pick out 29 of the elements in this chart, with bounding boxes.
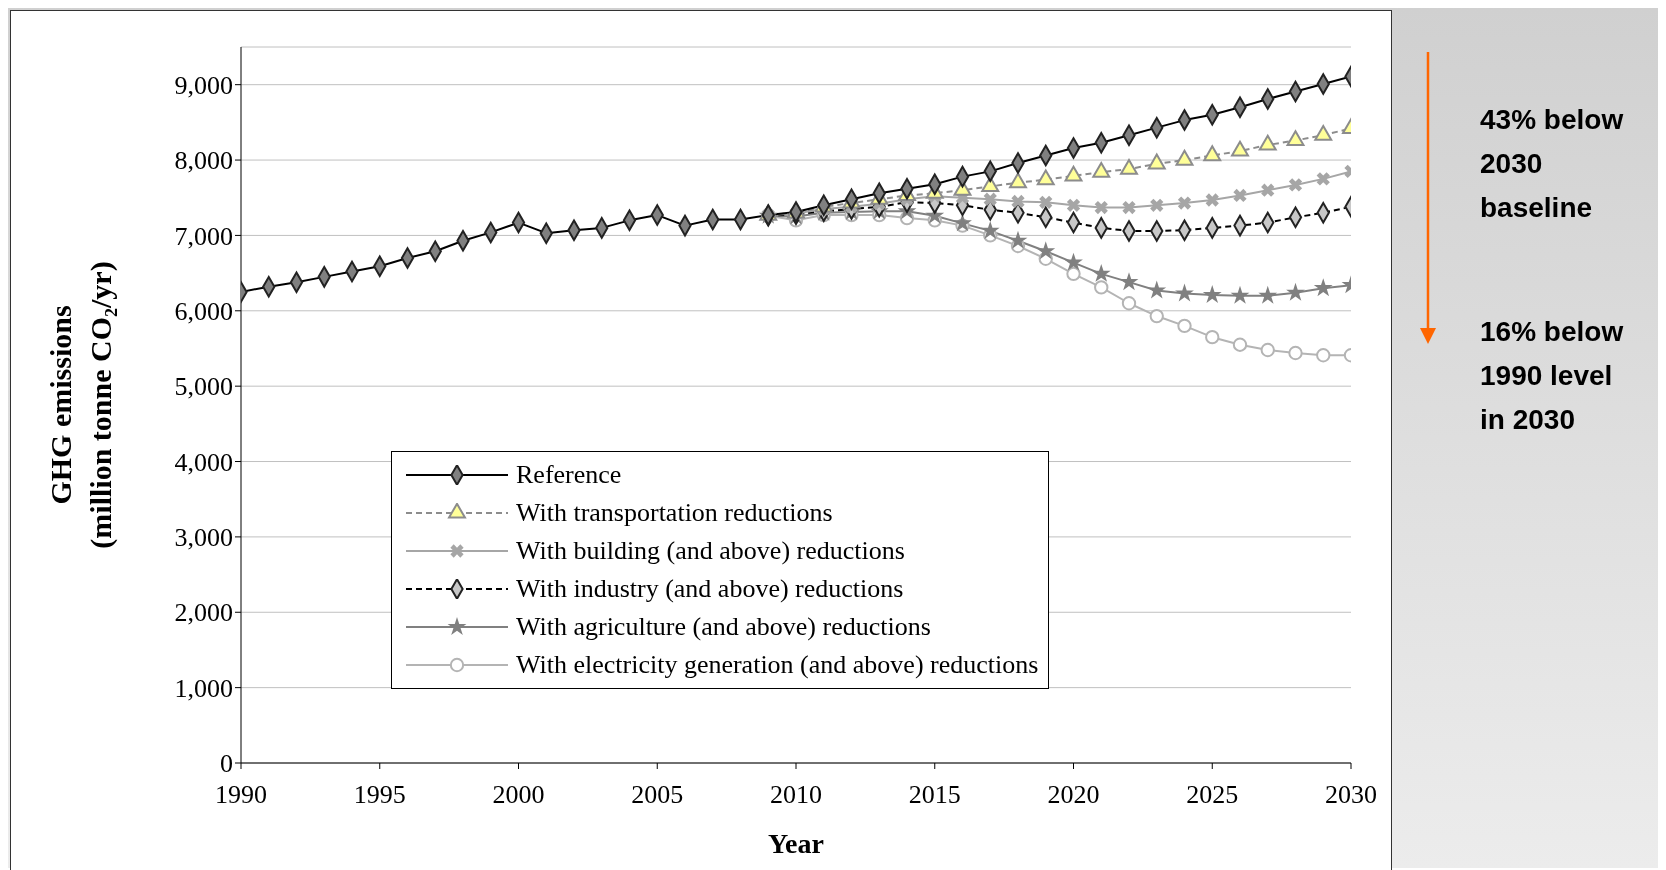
y-axis-title: GHG emissions (million tonne CO₂/yr) <box>44 261 118 549</box>
x-tick-label: 2020 <box>1047 780 1100 810</box>
y-tick-label: 3,000 <box>174 523 233 553</box>
legend-label: With transportation reductions <box>516 498 833 528</box>
x-tick-label: 1990 <box>215 780 267 810</box>
legend-label: With building (and above) reductions <box>516 536 905 566</box>
x-tick-label: 2030 <box>1325 780 1377 810</box>
y-tick-label: 6,000 <box>174 297 233 327</box>
y-tick-label: 0 <box>220 749 233 779</box>
y-tick-label: 2,000 <box>174 598 233 628</box>
x-axis-title: Year <box>768 828 824 859</box>
legend-label: Reference <box>516 460 622 490</box>
y-tick-label: 7,000 <box>174 221 233 251</box>
y-tick-label: 8,000 <box>174 146 233 176</box>
text: 16% below 1990 level in 2030 <box>1480 315 1624 437</box>
x-tick-label: 1995 <box>353 780 406 810</box>
x-tick-label: 2025 <box>1186 780 1239 810</box>
y-tick-label: 5,000 <box>174 372 233 402</box>
y-tick-label: 1,000 <box>174 673 233 703</box>
y-tick-label: 9,000 <box>174 70 233 100</box>
y-tick-label: 4,000 <box>174 447 233 477</box>
legend-label: With industry (and above) reductions <box>516 574 904 604</box>
legend-label: With electricity generation (and above) reductions <box>516 650 1039 680</box>
x-tick-label: 2000 <box>492 780 545 810</box>
x-tick-label: 2015 <box>908 780 961 810</box>
x-tick-label: 2010 <box>770 780 822 810</box>
text: 43% below 2030 baseline <box>1480 103 1624 225</box>
x-tick-label: 2005 <box>631 780 684 810</box>
legend-label: With agriculture (and above) reductions <box>516 612 931 642</box>
